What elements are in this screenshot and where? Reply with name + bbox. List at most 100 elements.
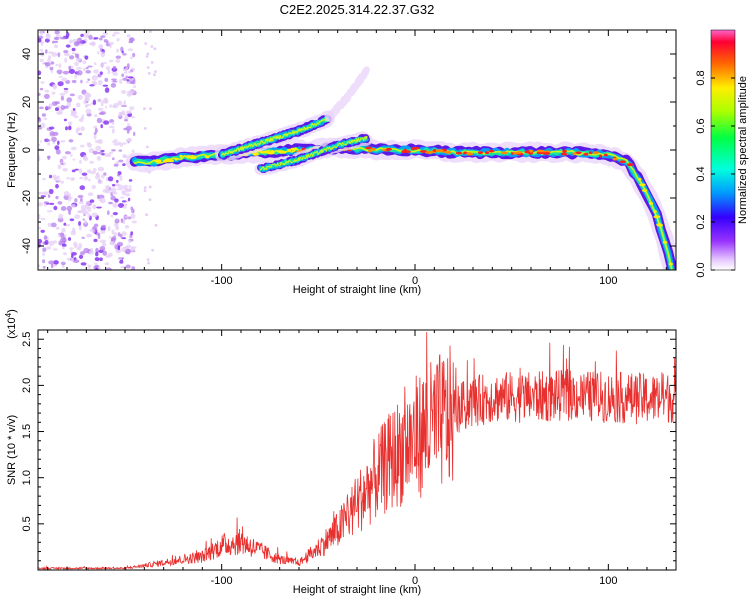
noise-dot <box>113 163 119 167</box>
noise-dot <box>68 65 72 71</box>
noise-dot <box>85 108 92 115</box>
noise-dot <box>109 241 115 245</box>
noise-dot <box>115 161 120 165</box>
noise-dot <box>48 188 54 195</box>
peak-dot <box>603 153 608 157</box>
noise-dot <box>38 117 42 123</box>
noise-dot <box>42 191 50 195</box>
noise-dot <box>120 46 124 52</box>
peak-dot <box>657 224 663 227</box>
noise-dot <box>97 98 102 102</box>
noise-dot <box>77 94 83 100</box>
noise-dot <box>124 225 130 229</box>
noise-dot <box>63 222 67 226</box>
noise-dot <box>153 47 157 51</box>
noise-dot <box>101 224 107 229</box>
noise-dot <box>87 78 91 81</box>
noise-dot <box>109 44 112 49</box>
noise-dot <box>131 67 135 72</box>
noise-dot <box>107 69 111 75</box>
noise-dot <box>76 67 82 70</box>
noise-dot <box>112 105 117 108</box>
noise-dot <box>74 214 81 220</box>
noise-dot <box>41 113 47 117</box>
noise-dot <box>40 81 45 84</box>
noise-dot <box>104 87 110 93</box>
noise-dot <box>111 128 115 134</box>
noise-dot <box>123 117 129 120</box>
noise-dot <box>45 106 51 110</box>
noise-dot <box>145 213 149 217</box>
noise-dot <box>150 61 154 64</box>
noise-dot <box>145 55 149 58</box>
peak-dot <box>626 163 634 167</box>
noise-dot <box>47 194 51 198</box>
noise-dot <box>114 198 119 203</box>
noise-dot <box>65 44 71 48</box>
noise-dot <box>47 222 52 227</box>
noise-dot <box>81 114 84 120</box>
noise-dot <box>89 229 95 232</box>
noise-dot <box>53 205 58 211</box>
noise-dot <box>48 260 55 265</box>
noise-dot <box>103 97 108 102</box>
peak-dot <box>168 159 174 163</box>
snr-scale-exponent: 4 <box>4 312 13 317</box>
noise-dot <box>89 160 95 164</box>
colorbar-tick-label: 0.0 <box>695 262 707 277</box>
noise-dot <box>97 51 100 55</box>
peak-dot <box>365 146 372 150</box>
noise-dot <box>143 126 147 130</box>
noise-dot <box>91 212 98 218</box>
noise-dot <box>86 201 90 204</box>
peak-dot <box>653 215 661 219</box>
noise-dot <box>63 252 67 256</box>
noise-dot <box>69 247 74 250</box>
noise-dot <box>61 162 64 165</box>
noise-dot <box>39 87 44 91</box>
noise-dot <box>82 60 87 64</box>
noise-dot <box>99 246 106 251</box>
noise-dot <box>119 175 123 181</box>
noise-dot <box>72 108 76 111</box>
noise-dot <box>75 57 82 62</box>
noise-dot <box>40 30 44 36</box>
noise-dot <box>71 79 77 84</box>
noise-dot <box>102 250 107 256</box>
peak-dot <box>639 183 646 187</box>
noise-dot <box>133 131 136 137</box>
peak-dot <box>444 151 452 154</box>
noise-dot <box>50 263 54 269</box>
noise-dot <box>95 251 99 257</box>
noise-dot <box>84 55 89 60</box>
noise-dot <box>126 129 130 134</box>
noise-dot <box>117 171 122 176</box>
noise-dot <box>72 158 76 161</box>
noise-dot <box>80 79 83 84</box>
noise-dot <box>39 140 43 143</box>
noise-dot <box>97 73 102 78</box>
noise-dot <box>85 81 89 84</box>
noise-dot <box>120 218 124 223</box>
noise-dot <box>83 154 87 160</box>
noise-dot <box>46 33 51 40</box>
noise-dot <box>46 139 51 142</box>
y-tick-label: 20 <box>21 96 33 108</box>
trace-layer <box>324 66 370 122</box>
spectrogram-plot: -100 0 100 -40 -20 0 20 40 Height of straight l… <box>6 29 677 296</box>
noise-dot <box>93 134 97 140</box>
noise-dot <box>117 184 123 189</box>
noise-dot <box>144 42 148 45</box>
noise-dot <box>115 250 121 254</box>
noise-dot <box>45 246 52 250</box>
noise-dot <box>79 176 84 180</box>
noise-dot <box>53 260 59 265</box>
noise-dot <box>115 59 121 63</box>
y-tick-label: 2.0 <box>21 378 33 393</box>
noise-dot <box>98 112 104 115</box>
noise-dot <box>56 69 63 75</box>
noise-dot <box>105 40 109 44</box>
noise-dot <box>124 184 128 188</box>
noise-dot <box>121 90 127 94</box>
noise-dot <box>122 77 128 81</box>
